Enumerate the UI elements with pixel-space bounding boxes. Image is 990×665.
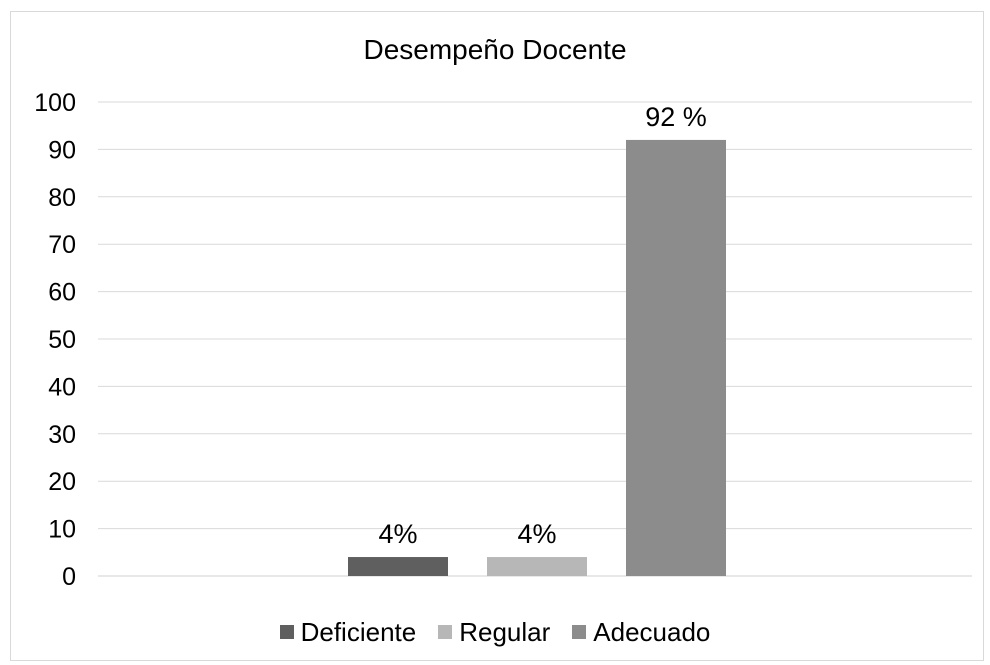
y-tick-label: 50: [48, 326, 76, 354]
data-label-deficiente: 4%: [378, 519, 417, 549]
legend-item-adecuado: Adecuado: [572, 617, 710, 648]
y-tick-label: 60: [48, 279, 76, 307]
legend-label-regular: Regular: [459, 616, 551, 647]
legend-item-regular: Regular: [438, 617, 550, 648]
legend-swatch-regular: [438, 625, 453, 639]
y-tick-label: 40: [48, 373, 76, 401]
y-tick-label: 90: [48, 136, 76, 164]
y-tick-label: 0: [62, 563, 76, 591]
legend: Deficiente Regular Adecuado: [0, 614, 990, 650]
legend-swatch-deficiente: [279, 625, 294, 639]
data-label-regular: 4%: [517, 519, 556, 549]
bar-deficiente: [348, 557, 448, 576]
chart-title: Desempeño Docente: [363, 34, 627, 65]
y-tick-label: 100: [34, 89, 76, 117]
bar-adecuado: [626, 139, 726, 577]
legend-label-deficiente: Deficiente: [300, 616, 417, 647]
y-tick-label: 30: [48, 421, 76, 449]
legend-swatch-adecuado: [572, 625, 587, 639]
y-tick-label: 10: [48, 516, 76, 544]
legend-label-adecuado: Adecuado: [593, 616, 711, 647]
y-tick-label: 20: [48, 468, 76, 496]
y-tick-label: 80: [48, 184, 76, 212]
y-tick-label: 70: [48, 231, 76, 259]
chart-frame: [10, 11, 984, 661]
legend-item-deficiente: Deficiente: [279, 616, 417, 648]
data-label-adecuado: 92 %: [645, 102, 707, 132]
bar-regular: [487, 557, 587, 576]
